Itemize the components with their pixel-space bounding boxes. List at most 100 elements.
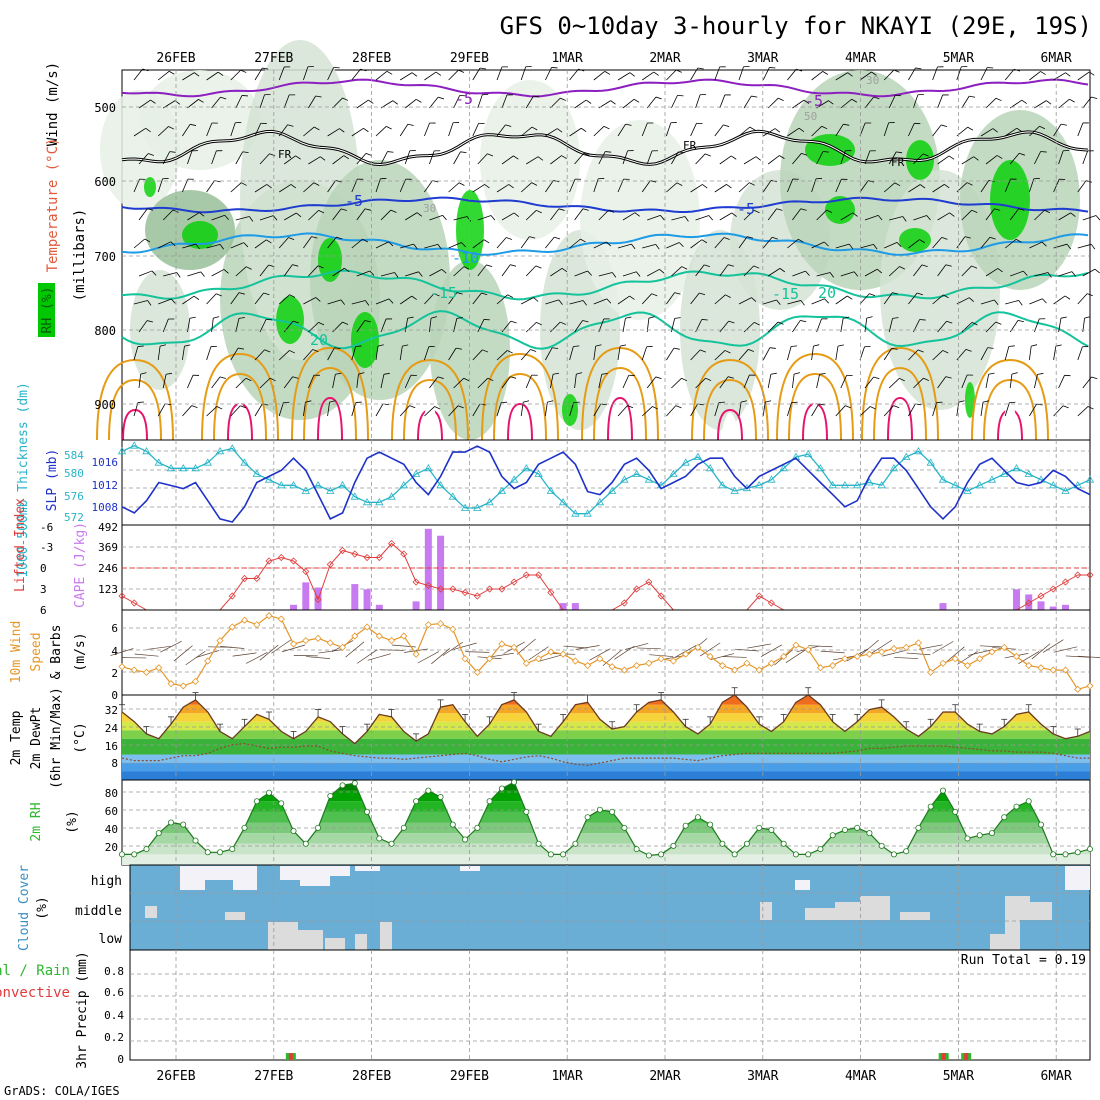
wind-speed-marker [841, 655, 849, 663]
cape-tick-label: 492 [98, 521, 118, 534]
wind-barb [980, 67, 988, 81]
lifted-index-marker [412, 578, 420, 586]
thickness-marker [436, 481, 445, 489]
date-label: 27FEB [254, 1069, 293, 1084]
wind-barb [642, 243, 656, 249]
wind-barb [187, 271, 201, 277]
rh-marker [915, 824, 922, 831]
wind-barb [259, 94, 265, 109]
wind-barb-flag [994, 299, 999, 305]
wind-barb-flag [531, 126, 538, 131]
upper-grid [122, 70, 1090, 440]
wind-barb-flag [595, 344, 602, 347]
warm-core [125, 412, 145, 440]
rh-axis-label: 2m RH [29, 802, 44, 841]
wind-barb [520, 402, 524, 417]
warm-core [420, 402, 440, 440]
wind-barb [138, 320, 148, 333]
wind-barb-flag [413, 243, 418, 250]
wind-barb [937, 212, 950, 221]
wind-barb-flag [200, 271, 205, 277]
wind-barb [690, 292, 700, 305]
rh-marker [829, 832, 836, 839]
thickness-marker [534, 469, 543, 477]
wind-barb [569, 127, 582, 137]
wind-barb [714, 124, 724, 137]
wind-barb [133, 238, 145, 249]
wind-barb-flag [386, 70, 393, 75]
wind-barb-flag [793, 372, 801, 375]
wind-barb-flag [363, 127, 369, 133]
wind-barb [714, 237, 725, 249]
wind-barb [622, 318, 626, 333]
cloud-block [355, 866, 380, 871]
wind-barb-flag [176, 272, 181, 278]
wind-barb-flag [949, 212, 955, 217]
wind-barb-flag [1042, 298, 1047, 304]
wind-barb [157, 126, 169, 137]
thickness-marker [166, 464, 176, 472]
li-tick-label: -3 [40, 541, 53, 554]
wind-barb [1058, 98, 1070, 109]
wind-barb [501, 94, 508, 109]
wind-barb-flag [264, 349, 271, 353]
wind-barb-flag [137, 401, 144, 403]
wind-barb [182, 346, 185, 361]
wind-barb-flag [558, 299, 563, 305]
wind-barb [303, 236, 312, 249]
thickness-tick-label: 580 [64, 467, 84, 480]
wind-barb [1029, 403, 1037, 417]
wind-barb [762, 236, 773, 249]
wind-barb [569, 300, 584, 305]
wind-speed-marker [363, 623, 371, 631]
wind-barb-flag [189, 316, 196, 319]
wind-barb-flag [554, 236, 561, 240]
rh-marker [1013, 803, 1020, 810]
rh-marker [278, 800, 285, 807]
wind-barb-flag [242, 151, 249, 153]
warm-contour [691, 358, 769, 441]
thickness-marker [803, 449, 813, 458]
wind-barb [351, 346, 356, 361]
date-label: 1MAR [552, 51, 583, 66]
wind-barb [574, 208, 584, 221]
wind-barb [840, 318, 844, 333]
wind-barb-flag [335, 180, 342, 183]
contour-20 [121, 310, 1089, 350]
wind-barb [399, 124, 409, 137]
wind-barb [593, 178, 599, 193]
wind-barb [690, 67, 699, 81]
wind-speed-marker [1025, 661, 1033, 670]
wind-barb-flag [1037, 373, 1044, 375]
rh-marker [180, 821, 187, 828]
wind-barb [1058, 150, 1064, 165]
wind-barb [1004, 238, 1017, 249]
thickness-marker [448, 492, 458, 500]
contour-label: 30 [866, 74, 879, 87]
wind-barb [980, 402, 984, 417]
wind-barb [375, 126, 387, 137]
rh-high-area [990, 160, 1030, 240]
wind-barb-flag [822, 71, 829, 75]
wind-barb [351, 127, 364, 137]
wind-speed-marker [412, 650, 420, 658]
wind-speed-marker [1012, 652, 1021, 661]
wind-barb-flag [1087, 293, 1093, 297]
date-label: 1MAR [552, 1069, 583, 1084]
wind-barb [617, 72, 631, 81]
rh-marker [425, 787, 432, 794]
rh-marker [266, 789, 273, 796]
wind-speed-marker [1086, 682, 1094, 690]
wind-barb-flag [580, 238, 586, 243]
wind-barb [1082, 268, 1096, 277]
wind-barb-flag [552, 347, 559, 349]
wind-barb-flag [853, 271, 859, 277]
cape-bar [375, 604, 383, 610]
wind-barb [937, 320, 947, 333]
wind-barb [835, 179, 842, 193]
rh-marker [155, 830, 162, 837]
wind-barb-flag [678, 242, 684, 248]
wind-barb [235, 216, 250, 221]
thickness-marker [289, 481, 298, 489]
wind-barb-flag [751, 297, 757, 302]
